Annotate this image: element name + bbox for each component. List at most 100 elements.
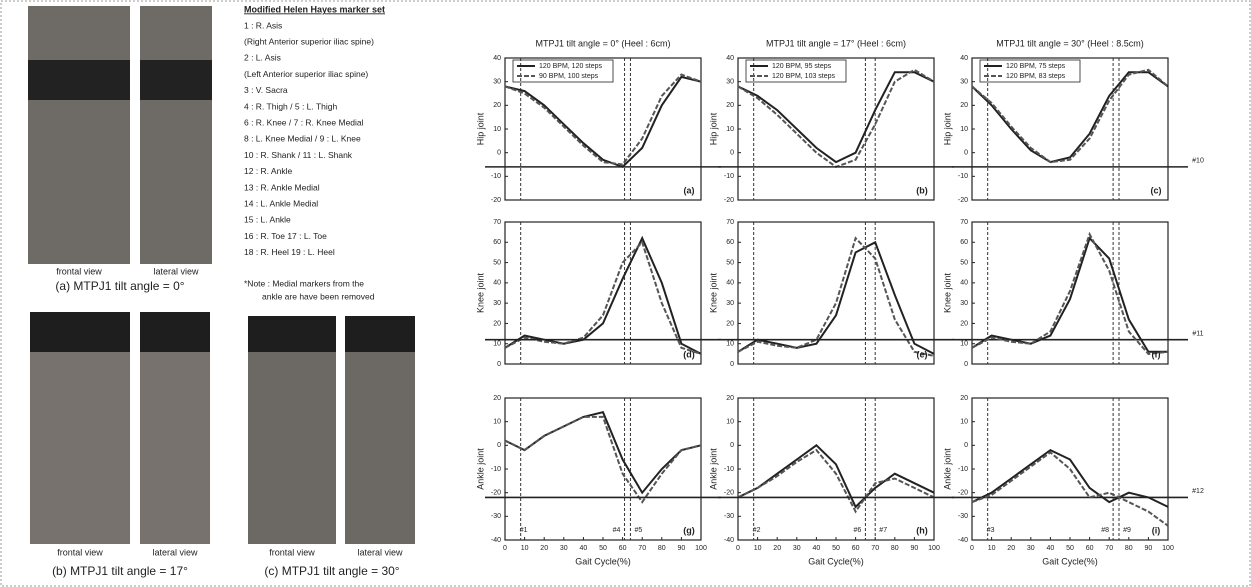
y-tick-label: 10 <box>493 341 501 348</box>
y-tick-label: 10 <box>960 126 968 133</box>
x-tick-label: 80 <box>1125 545 1133 552</box>
legend-label: 120 BPM, 75 steps <box>1006 63 1066 70</box>
marker-item: 16 : R. Toe 17 : L. Toe <box>244 231 327 241</box>
y-tick-label: 0 <box>730 150 734 157</box>
marker-item: (Right Anterior superior iliac spine) <box>244 36 374 46</box>
x-tick-label: 80 <box>891 545 899 552</box>
y-tick-label: 10 <box>726 126 734 133</box>
y-tick-label: 20 <box>493 102 501 109</box>
y-tick-label: -10 <box>958 466 968 473</box>
series-line <box>737 443 935 509</box>
photo-shorts <box>345 316 415 352</box>
x-tick-label: 20 <box>773 545 781 552</box>
x-tick-label: 40 <box>1047 545 1055 552</box>
series-line <box>737 448 935 514</box>
x-tick-label: 90 <box>911 545 919 552</box>
x-tick-label: 70 <box>871 545 879 552</box>
y-tick-label: -20 <box>958 197 968 204</box>
y-tick-label: 20 <box>960 102 968 109</box>
note: ankle are have been removed <box>262 291 375 301</box>
legend-label: 90 BPM, 100 steps <box>539 73 599 80</box>
marker-item: 15 : L. Ankle <box>244 215 291 225</box>
y-tick-label: 20 <box>960 395 968 402</box>
plot-area <box>504 57 702 201</box>
series-line <box>504 415 702 504</box>
series-line <box>504 235 702 355</box>
reference-label: #5 <box>635 527 643 534</box>
y-tick-label: 30 <box>726 300 734 307</box>
y-axis-label: Ankle joint <box>708 448 718 490</box>
view-label: lateral view <box>153 266 199 276</box>
y-tick-label: 30 <box>960 300 968 307</box>
x-tick-label: 50 <box>599 545 607 552</box>
x-tick-label: 0 <box>503 545 507 552</box>
y-tick-label: 30 <box>493 300 501 307</box>
series-line <box>971 68 1169 164</box>
legend-label: 120 BPM, 120 steps <box>539 63 603 70</box>
y-tick-label: 10 <box>960 419 968 426</box>
x-tick-label: 0 <box>736 545 740 552</box>
panel-label: (g) <box>683 525 695 535</box>
x-tick-label: 30 <box>793 545 801 552</box>
y-tick-label: 30 <box>493 79 501 86</box>
y-tick-label: 60 <box>960 239 968 246</box>
y-tick-label: 10 <box>493 419 501 426</box>
marker-item: 12 : R. Ankle <box>244 166 292 176</box>
x-tick-label: 100 <box>1162 545 1174 552</box>
y-tick-label: 40 <box>493 280 501 287</box>
y-tick-label: 20 <box>960 320 968 327</box>
legend-box <box>979 59 1081 83</box>
x-tick-label: 90 <box>678 545 686 552</box>
y-tick-label: 60 <box>726 239 734 246</box>
plot-area <box>737 397 935 541</box>
photo-shorts <box>140 312 210 352</box>
x-tick-label: 10 <box>521 545 529 552</box>
photo-shorts <box>30 312 130 352</box>
reference-label: #9 <box>1123 527 1131 534</box>
y-tick-label: 50 <box>726 259 734 266</box>
view-label: frontal view <box>56 266 102 276</box>
chart-title: MTPJ1 tilt angle = 30° (Heel : 8.5cm) <box>996 38 1143 48</box>
y-tick-label: -10 <box>724 173 734 180</box>
x-tick-label: 30 <box>560 545 568 552</box>
y-tick-label: 40 <box>726 55 734 62</box>
reference-label: #7 <box>879 527 887 534</box>
marker-item: (Left Anterior superior iliac spine) <box>244 69 368 79</box>
photo-shorts <box>248 316 336 352</box>
series-line <box>971 451 1169 527</box>
y-tick-label: -30 <box>724 513 734 520</box>
marker-item: 4 : R. Thigh / 5 : L. Thigh <box>244 101 338 111</box>
series-line <box>737 71 935 164</box>
photo-shorts <box>140 60 212 100</box>
y-tick-label: 50 <box>493 259 501 266</box>
x-tick-label: 90 <box>1145 545 1153 552</box>
y-tick-label: 70 <box>493 219 501 226</box>
legend-label: 120 BPM, 83 steps <box>1006 73 1066 80</box>
y-tick-label: 70 <box>960 219 968 226</box>
panel-label: (b) <box>916 185 928 195</box>
y-tick-label: 0 <box>497 150 501 157</box>
y-tick-label: 0 <box>730 442 734 449</box>
y-tick-label: 20 <box>726 102 734 109</box>
view-label: frontal view <box>269 547 315 557</box>
x-tick-label: 20 <box>540 545 548 552</box>
y-tick-label: -40 <box>958 537 968 544</box>
x-tick-label: 20 <box>1007 545 1015 552</box>
y-tick-label: -40 <box>491 537 501 544</box>
y-axis-label: Hip joint <box>942 112 952 145</box>
y-tick-label: 30 <box>726 79 734 86</box>
y-tick-label: 20 <box>726 395 734 402</box>
y-tick-label: 40 <box>960 280 968 287</box>
plot-area <box>737 57 935 201</box>
photo <box>28 6 130 264</box>
y-tick-label: -10 <box>958 173 968 180</box>
y-tick-label: 40 <box>960 55 968 62</box>
reference-label: #6 <box>854 527 862 534</box>
y-tick-label: 60 <box>493 239 501 246</box>
marker-title: Modified Helen Hayes marker set <box>244 4 385 14</box>
panel-label: (e) <box>917 349 928 359</box>
legend-box <box>512 59 614 83</box>
series-line <box>971 448 1169 508</box>
view-label: frontal view <box>57 547 103 557</box>
